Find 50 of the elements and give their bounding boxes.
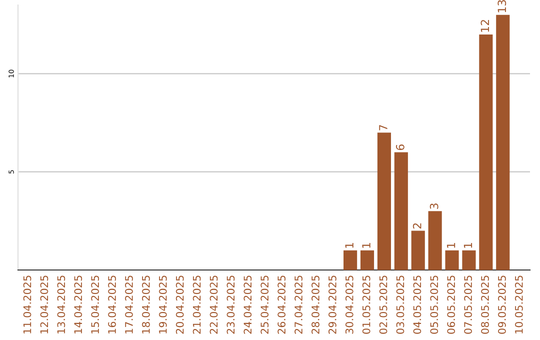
data-label: 2 — [412, 223, 422, 229]
x-tick-label: 18.04.2025 — [142, 276, 150, 334]
x-tick-label: 23.04.2025 — [226, 276, 235, 334]
bar — [479, 34, 493, 270]
x-tick-label: 13.04.2025 — [57, 276, 66, 334]
x-tick-label: 08.05.2025 — [481, 276, 489, 334]
data-label: 1 — [362, 242, 370, 248]
x-tick-label: 02.05.2025 — [379, 276, 388, 334]
data-label: 12 — [480, 20, 489, 32]
x-tick-label: 17.04.2025 — [125, 276, 133, 334]
x-tick-label: 24.04.2025 — [244, 276, 252, 334]
x-tick-label: 09.05.2025 — [498, 276, 506, 334]
x-tick-label: 29.04.2025 — [328, 276, 336, 334]
x-tick-label: 28.04.2025 — [312, 276, 320, 334]
data-label: 1 — [464, 242, 472, 248]
data-label: 6 — [396, 144, 404, 150]
bar — [428, 211, 442, 270]
data-label: 1 — [446, 242, 456, 248]
x-tick-label: 15.04.2025 — [91, 276, 100, 334]
bar — [344, 250, 358, 270]
x-tick-label: 19.04.2025 — [158, 276, 167, 334]
x-tick-label: 14.04.2025 — [74, 276, 82, 334]
bar — [496, 14, 510, 270]
bar — [462, 250, 476, 270]
x-tick-label: 26.04.2025 — [278, 276, 286, 334]
x-tick-label: 27.04.2025 — [294, 276, 302, 334]
x-tick-label: 25.04.2025 — [260, 276, 269, 334]
x-tick-label: 10.05.2025 — [514, 276, 523, 334]
x-tick-label: 21.04.2025 — [192, 276, 201, 334]
x-tick-label: 07.05.2025 — [464, 276, 472, 334]
x-tick-label: 01.05.2025 — [362, 276, 370, 334]
data-label: 1 — [345, 242, 354, 248]
bar — [360, 250, 374, 270]
x-tick-label: 06.05.2025 — [447, 276, 456, 334]
data-label: 7 — [379, 125, 388, 130]
x-tick-label: 22.04.2025 — [210, 276, 218, 334]
bar — [445, 250, 459, 270]
x-tick-label: 12.04.2025 — [40, 276, 48, 334]
x-tick-label: 16.04.2025 — [108, 276, 116, 334]
x-tick-label: 11.04.2025 — [23, 276, 32, 334]
data-label: 3 — [430, 204, 438, 209]
x-tick-label: 30.04.2025 — [345, 276, 354, 334]
bar — [377, 132, 391, 270]
bar — [394, 152, 408, 270]
bar — [411, 230, 425, 270]
x-tick-label: 03.05.2025 — [396, 276, 404, 334]
data-label: 13 — [498, 0, 506, 12]
x-tick-label: 04.05.2025 — [413, 276, 422, 334]
x-tick-label: 05.05.2025 — [430, 276, 438, 334]
x-tick-label: 20.04.2025 — [176, 276, 184, 334]
